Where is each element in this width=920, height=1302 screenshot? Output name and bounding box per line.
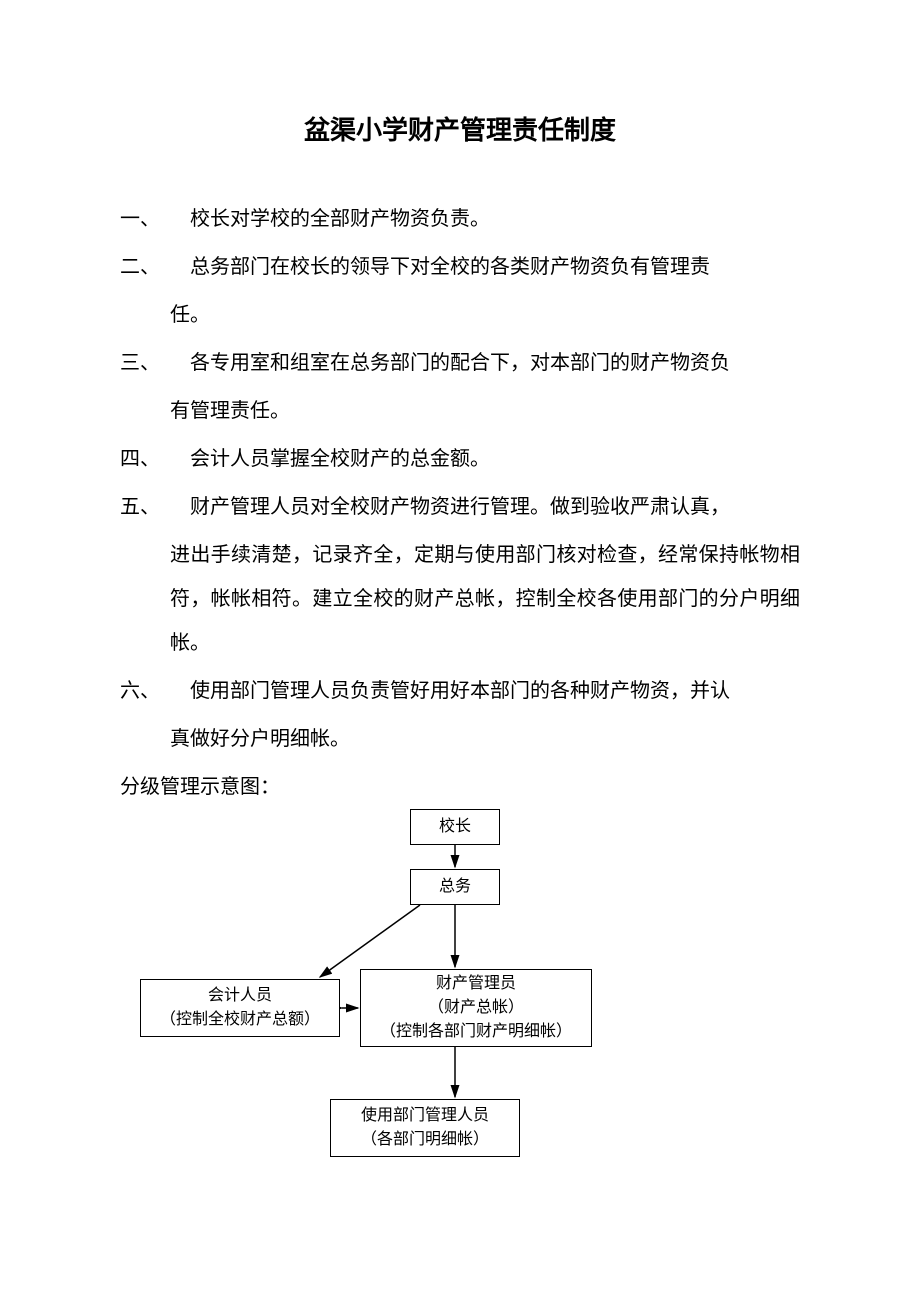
item-5: 五、财产管理人员对全校财产物资进行管理。做到验收严肃认真， <box>120 485 800 529</box>
diagram-label: 分级管理示意图： <box>120 765 800 809</box>
item-2-cont: 任。 <box>120 293 800 337</box>
node-affairs: 总务 <box>410 869 500 905</box>
item-marker: 三、 <box>120 341 190 385</box>
item-3-cont: 有管理责任。 <box>120 389 800 433</box>
node-accountant: 会计人员 （控制全校财产总额） <box>140 979 340 1037</box>
node-text: （各部门明细帐） <box>361 1128 489 1152</box>
node-text: （财产总帐） <box>428 996 524 1020</box>
item-marker: 六、 <box>120 669 190 713</box>
item-6: 六、使用部门管理人员负责管好用好本部门的各种财产物资，并认 <box>120 669 800 713</box>
node-text: （控制全校财产总额） <box>160 1008 320 1032</box>
item-text: 使用部门管理人员负责管好用好本部门的各种财产物资，并认 <box>190 680 730 702</box>
item-text: 校长对学校的全部财产物资负责。 <box>190 208 490 230</box>
node-principal: 校长 <box>410 809 500 845</box>
item-6-cont: 真做好分户明细帐。 <box>120 717 800 761</box>
node-manager: 财产管理员 （财产总帐） （控制各部门财产明细帐） <box>360 969 592 1047</box>
item-text: 会计人员掌握全校财产的总金额。 <box>190 448 490 470</box>
item-marker: 一、 <box>120 197 190 241</box>
node-text: 会计人员 <box>208 984 272 1008</box>
item-3: 三、各专用室和组室在总务部门的配合下，对本部门的财产物资负 <box>120 341 800 385</box>
node-user: 使用部门管理人员 （各部门明细帐） <box>330 1099 520 1157</box>
item-marker: 二、 <box>120 245 190 289</box>
node-text: 使用部门管理人员 <box>361 1104 489 1128</box>
item-1: 一、校长对学校的全部财产物资负责。 <box>120 197 800 241</box>
item-4: 四、会计人员掌握全校财产的总金额。 <box>120 437 800 481</box>
hierarchy-diagram: 校长 总务 会计人员 （控制全校财产总额） 财产管理员 （财产总帐） （控制各部… <box>120 809 800 1209</box>
item-5-cont: 进出手续清楚，记录齐全，定期与使用部门核对检查，经常保持帐物相符，帐帐相符。建立… <box>120 533 800 665</box>
node-text: 总务 <box>439 875 471 899</box>
node-text: 财产管理员 <box>436 972 516 996</box>
item-text: 各专用室和组室在总务部门的配合下，对本部门的财产物资负 <box>190 352 730 374</box>
item-text: 总务部门在校长的领导下对全校的各类财产物资负有管理责 <box>190 256 710 278</box>
item-text: 财产管理人员对全校财产物资进行管理。做到验收严肃认真， <box>190 496 730 518</box>
item-marker: 四、 <box>120 437 190 481</box>
node-text: 校长 <box>439 815 471 839</box>
item-2: 二、总务部门在校长的领导下对全校的各类财产物资负有管理责 <box>120 245 800 289</box>
page-title: 盆渠小学财产管理责任制度 <box>120 110 800 147</box>
node-text: （控制各部门财产明细帐） <box>380 1020 572 1044</box>
item-marker: 五、 <box>120 485 190 529</box>
